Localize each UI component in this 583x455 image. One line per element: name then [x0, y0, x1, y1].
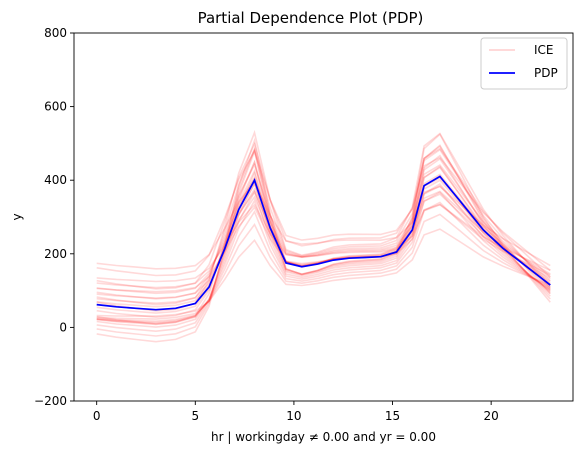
y-axis-label: y: [10, 213, 24, 220]
ice-lines: [96, 129, 551, 343]
x-axis-label: hr | workingday ≠ 0.00 and yr = 0.00: [211, 430, 436, 444]
x-tick-label: 0: [93, 409, 101, 423]
x-axis-ticks: 0 5 10 15 20: [93, 401, 499, 423]
x-tick-label: 20: [484, 409, 499, 423]
y-tick-label: 200: [44, 247, 67, 261]
ice-curve: [96, 203, 551, 283]
ice-curve: [96, 203, 551, 293]
ice-curve: [96, 154, 551, 333]
pdp-series: [96, 175, 551, 311]
legend-pdp-label: PDP: [534, 66, 558, 80]
pdp-line: [96, 175, 551, 311]
x-tick-label: 5: [191, 409, 199, 423]
x-tick-label: 10: [286, 409, 301, 423]
ice-curve: [96, 185, 551, 305]
ice-curve: [96, 144, 551, 337]
y-tick-label: 0: [59, 320, 67, 334]
y-tick-label: −200: [34, 394, 67, 408]
y-tick-label: 600: [44, 100, 67, 114]
ice-curve: [96, 180, 551, 270]
x-tick-label: 15: [385, 409, 400, 423]
ice-curve: [96, 141, 551, 290]
y-tick-label: 400: [44, 173, 67, 187]
legend-ice-label: ICE: [534, 43, 554, 57]
ice-curve: [96, 228, 551, 317]
ice-curve: [96, 165, 551, 328]
y-tick-label: 800: [44, 26, 67, 40]
ice-curve: [96, 162, 551, 300]
legend: ICE PDP: [480, 37, 568, 90]
ice-curve: [96, 133, 551, 343]
y-axis-ticks: −200 0 200 400 600 800: [34, 26, 74, 408]
ice-curve: [96, 183, 551, 325]
ice-curve: [96, 193, 551, 299]
chart-title: Partial Dependence Plot (PDP): [198, 9, 424, 27]
ice-curve: [96, 213, 551, 320]
plot-frame: [73, 32, 574, 402]
ice-curve: [96, 148, 551, 277]
ice-curve: [96, 190, 551, 289]
ice-curve: [96, 201, 551, 323]
ice-curve: [96, 191, 551, 324]
legend-box: [480, 37, 568, 90]
ice-curve: [96, 146, 551, 306]
